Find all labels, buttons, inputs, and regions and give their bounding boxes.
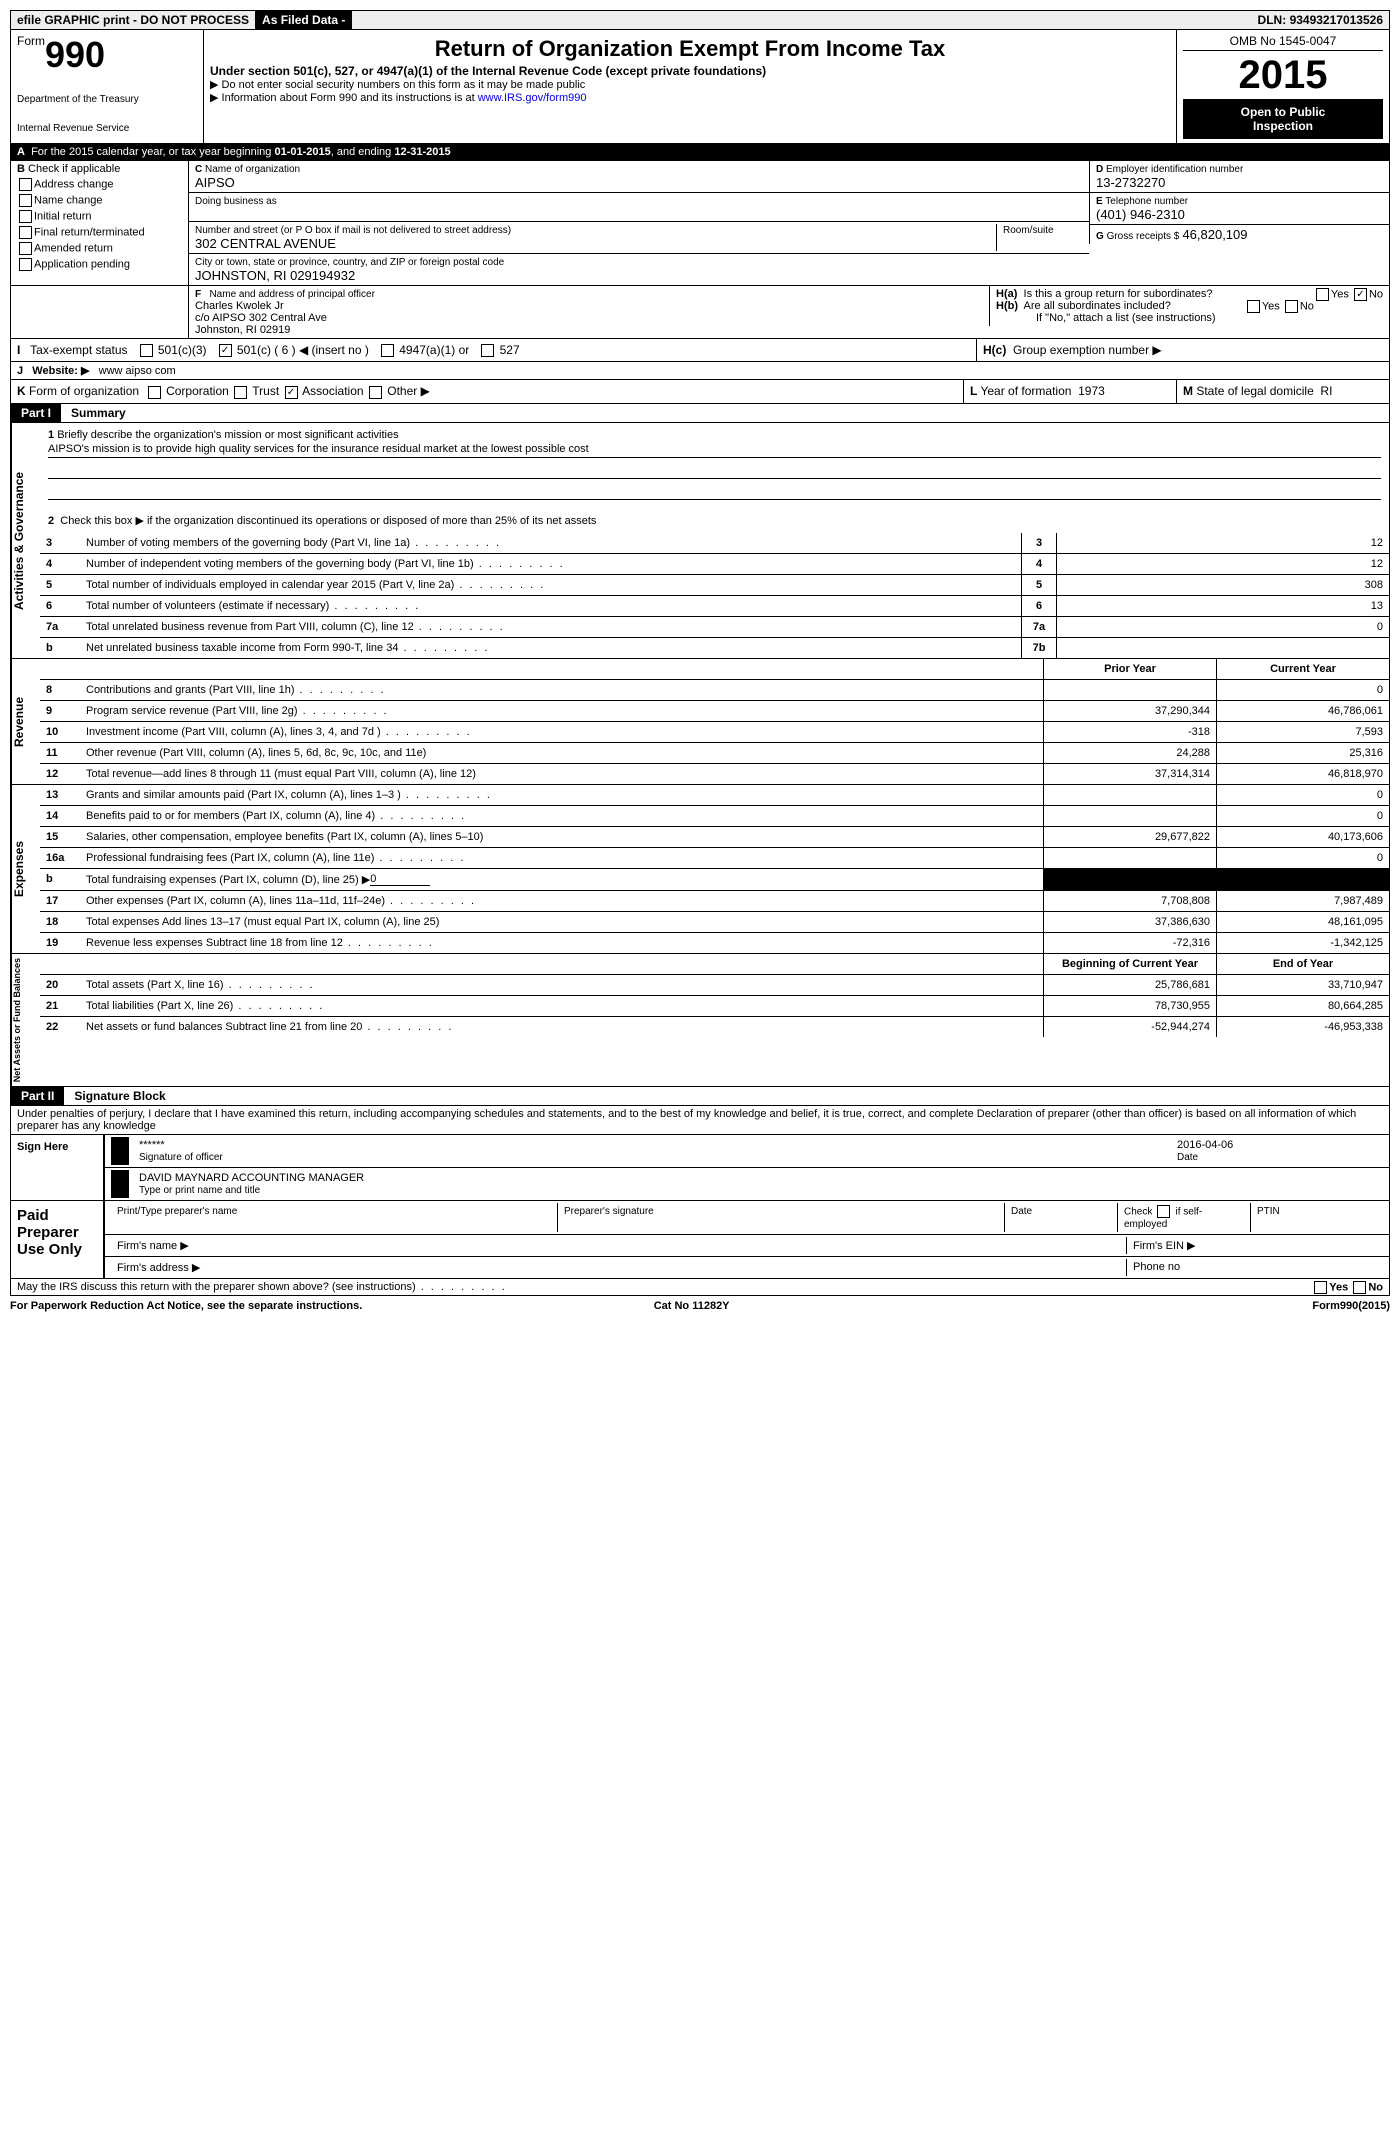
irs-discuss-row: May the IRS discuss this return with the…	[10, 1279, 1390, 1296]
state-domicile: RI	[1320, 384, 1332, 398]
spacer	[352, 18, 1251, 22]
section-net-assets: Net Assets or Fund Balances Beginning of…	[10, 954, 1390, 1087]
form-title-cell: Return of Organization Exempt From Incom…	[204, 30, 1177, 143]
dln: DLN: 93493217013526	[1252, 11, 1389, 29]
section-expenses: Expenses 13Grants and similar amounts pa…	[10, 785, 1390, 954]
irs-link[interactable]: www.IRS.gov/form990	[478, 92, 587, 104]
section-bcdeg: B Check if applicable Address change Nam…	[10, 161, 1390, 286]
row-j: J Website: ▶ www aipso com	[10, 362, 1390, 380]
col-b: B Check if applicable Address change Nam…	[11, 161, 188, 285]
form-header: Form990 Department of the Treasury Inter…	[10, 30, 1390, 144]
section-revenue: Revenue Prior YearCurrent Year 8Contribu…	[10, 659, 1390, 785]
signer-name: DAVID MAYNARD ACCOUNTING MANAGER	[139, 1172, 364, 1184]
irs-yes[interactable]	[1314, 1281, 1327, 1294]
val-4: 12	[1056, 554, 1389, 574]
section-governance: Activities & Governance 1 Briefly descri…	[10, 423, 1390, 659]
gross-receipts: 46,820,109	[1182, 227, 1247, 242]
col-h: H(a) Is this a group return for subordin…	[989, 286, 1389, 338]
chk-address-change[interactable]: Address change	[17, 178, 182, 191]
hb-no[interactable]	[1285, 300, 1298, 313]
chk-initial-return[interactable]: Initial return	[17, 210, 182, 223]
officer-addr2: Johnston, RI 02919	[195, 324, 290, 336]
val-3: 12	[1056, 533, 1389, 553]
officer-addr1: c/o AIPSO 302 Central Ave	[195, 312, 327, 324]
form-title: Return of Organization Exempt From Incom…	[210, 36, 1170, 62]
year-formation: 1973	[1078, 384, 1105, 398]
val-5: 308	[1056, 575, 1389, 595]
section-fh: F Name and address of principal officer …	[10, 286, 1390, 339]
row-klm: K Form of organization Corporation Trust…	[10, 380, 1390, 403]
mission-text: AIPSO's mission is to provide high quali…	[48, 441, 1381, 458]
open-to-public: Open to PublicInspection	[1183, 99, 1383, 139]
col-c: C Name of organization AIPSO Doing busin…	[188, 161, 1089, 285]
chk-name-change[interactable]: Name change	[17, 194, 182, 207]
org-name: AIPSO	[195, 175, 235, 190]
org-street: 302 CENTRAL AVENUE	[195, 236, 336, 251]
hb-yes[interactable]	[1247, 300, 1260, 313]
form-number-cell: Form990 Department of the Treasury Inter…	[11, 30, 204, 143]
sign-here-block: Sign Here ****** Signature of officer 20…	[10, 1135, 1390, 1201]
chk-amended-return[interactable]: Amended return	[17, 242, 182, 255]
irs-no[interactable]	[1353, 1281, 1366, 1294]
val-7b	[1056, 638, 1389, 658]
tax-year: 2015	[1183, 55, 1383, 95]
perjury-declaration: Under penalties of perjury, I declare th…	[10, 1106, 1390, 1135]
part2-header: Part II Signature Block	[10, 1087, 1390, 1106]
top-processing-bar: efile GRAPHIC print - DO NOT PROCESS As …	[10, 10, 1390, 30]
val-6: 13	[1056, 596, 1389, 616]
row-a: A For the 2015 calendar year, or tax yea…	[10, 144, 1390, 161]
dept-irs: Internal Revenue Service	[17, 123, 197, 134]
ha-yes[interactable]	[1316, 288, 1329, 301]
col-f: F Name and address of principal officer …	[188, 286, 989, 338]
dept-treasury: Department of the Treasury	[17, 94, 197, 105]
row-i: I Tax-exempt status 501(c)(3) 501(c) ( 6…	[10, 339, 1390, 362]
chk-application-pending[interactable]: Application pending	[17, 258, 182, 271]
ein: 13-2732270	[1096, 175, 1165, 190]
efile-notice: efile GRAPHIC print - DO NOT PROCESS	[11, 11, 256, 29]
officer-name: Charles Kwolek Jr	[195, 300, 284, 312]
ha-no[interactable]	[1354, 288, 1367, 301]
paid-preparer-block: Paid Preparer Use Only Print/Type prepar…	[10, 1201, 1390, 1279]
val-7a: 0	[1056, 617, 1389, 637]
part1-header: Part I Summary	[10, 404, 1390, 423]
org-city: JOHNSTON, RI 029194932	[195, 268, 355, 283]
sign-date: 2016-04-06	[1177, 1139, 1233, 1151]
col-deg: D Employer identification number 13-2732…	[1089, 161, 1389, 285]
page-footer: For Paperwork Reduction Act Notice, see …	[10, 1296, 1390, 1316]
website: www aipso com	[99, 365, 176, 377]
form-year-cell: OMB No 1545-0047 2015 Open to PublicInsp…	[1177, 30, 1389, 143]
omb-number: OMB No 1545-0047	[1183, 34, 1383, 51]
telephone: (401) 946-2310	[1096, 207, 1185, 222]
chk-final-return[interactable]: Final return/terminated	[17, 226, 182, 239]
as-filed-label: As Filed Data -	[256, 11, 352, 29]
